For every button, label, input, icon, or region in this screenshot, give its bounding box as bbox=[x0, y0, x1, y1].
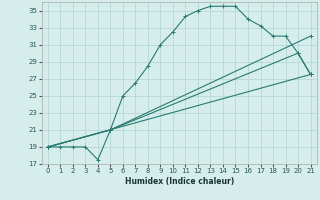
X-axis label: Humidex (Indice chaleur): Humidex (Indice chaleur) bbox=[124, 177, 234, 186]
